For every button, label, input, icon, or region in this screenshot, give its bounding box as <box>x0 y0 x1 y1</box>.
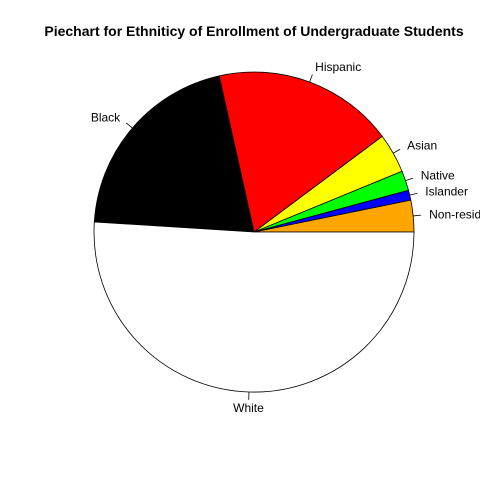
pie-label-islander: Islander <box>425 184 468 198</box>
pie-tick-islander <box>409 192 418 196</box>
pie-label-black: Black <box>91 111 121 125</box>
pie-tick-non-resident <box>413 214 422 217</box>
pie-tick-asian <box>393 148 401 154</box>
pie-label-hispanic: Hispanic <box>315 60 361 74</box>
pie-label-asian: Asian <box>407 138 437 152</box>
pie-slice-white <box>93 221 415 393</box>
pie-label-native: Native <box>421 169 455 183</box>
pie-tick-hispanic <box>309 74 313 83</box>
pie-label-white: White <box>233 401 264 415</box>
chart-title: Piechart for Ethniticy of Enrollment of … <box>44 23 463 39</box>
pie-slices <box>93 71 415 393</box>
pie-label-non-resident: Non-resident <box>429 207 480 221</box>
pie-tick-black <box>125 122 133 129</box>
pie-tick-native <box>405 177 414 182</box>
